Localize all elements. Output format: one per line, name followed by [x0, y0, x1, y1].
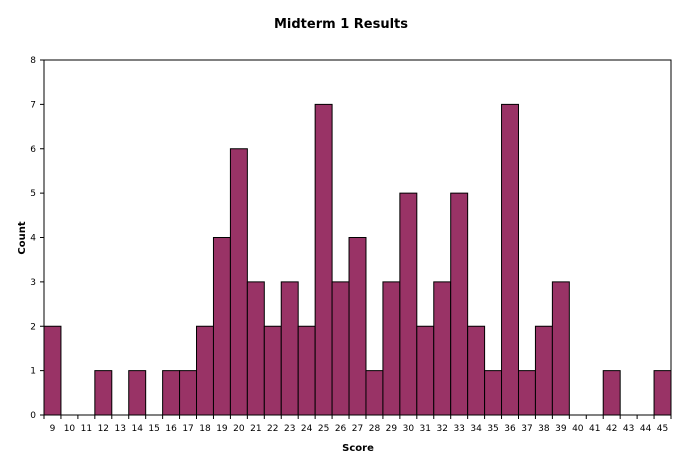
y-tick-labels: 0 1 2 3 4 5 6 7 8	[30, 56, 36, 421]
bar-12	[94, 370, 113, 416]
bar-34	[467, 325, 486, 416]
x-tick-label: 33	[453, 424, 464, 434]
axes-layer	[40, 59, 672, 419]
x-tick-label: 27	[352, 424, 363, 434]
x-tick-label: 28	[369, 424, 381, 434]
x-tick-label: 26	[335, 424, 347, 434]
x-tick-label: 16	[165, 424, 177, 434]
x-axis-label: Score	[342, 443, 374, 454]
bar-18	[196, 325, 214, 416]
x-tick-label: 24	[301, 424, 313, 434]
x-tick-label: 35	[487, 424, 498, 434]
x-tick-label: 30	[403, 424, 415, 434]
bar-28	[365, 370, 384, 416]
bar-42	[602, 370, 621, 416]
bar-39	[551, 281, 570, 416]
x-tick-label: 19	[216, 424, 228, 434]
x-tick-labels: 9 10 11 12 13 14 15 16 17 18 19 20 21 22 23 24 25 26 27 28 2…	[50, 424, 669, 434]
x-tick-label: 34	[470, 424, 482, 434]
bars-layer	[43, 103, 672, 416]
bar-36	[501, 103, 519, 416]
x-tick-label: 15	[148, 424, 159, 434]
x-tick-label: 13	[115, 424, 126, 434]
x-tick-label: 44	[640, 424, 652, 434]
x-tick-label: 39	[555, 424, 567, 434]
x-tick-label: 37	[521, 424, 532, 434]
bar-33	[450, 192, 469, 416]
bar-24	[297, 325, 316, 416]
x-tick-label: 43	[623, 424, 634, 434]
bar-9	[43, 325, 62, 416]
bar-35	[484, 370, 503, 416]
bar-17	[179, 370, 198, 416]
x-tick-label: 40	[572, 424, 584, 434]
bar-20	[229, 148, 248, 416]
x-tick-label: 20	[233, 424, 245, 434]
x-tick-label: 23	[284, 424, 295, 434]
bar-32	[433, 281, 452, 416]
x-tick-label: 10	[64, 424, 76, 434]
bar-29	[382, 281, 401, 416]
x-tick-label: 41	[589, 424, 600, 434]
x-tick-label: 38	[538, 424, 550, 434]
x-tick-label: 12	[98, 424, 109, 434]
y-tick-label: 3	[30, 278, 36, 288]
y-tick-label: 7	[30, 100, 36, 110]
x-tick-label: 31	[420, 424, 431, 434]
x-tick-label: 36	[504, 424, 516, 434]
bar-45	[653, 370, 672, 416]
y-tick-label: 2	[30, 322, 36, 332]
bar-26	[331, 281, 350, 416]
y-tick-label: 6	[30, 145, 36, 155]
x-tick-label: 45	[657, 424, 668, 434]
bar-23	[280, 281, 299, 416]
chart-title: Midterm 1 Results	[274, 17, 408, 32]
bar-27	[348, 237, 367, 416]
bar-19	[212, 237, 231, 416]
x-tick-label: 22	[267, 424, 278, 434]
x-tick-label: 9	[50, 424, 56, 434]
bar-31	[416, 325, 435, 416]
bar-38	[534, 325, 553, 416]
bar-22	[263, 325, 282, 416]
x-tick-label: 14	[131, 424, 143, 434]
y-tick-label: 1	[30, 367, 36, 377]
y-tick-label: 8	[30, 56, 36, 66]
x-tick-label: 11	[81, 424, 92, 434]
y-axis-label: Count	[17, 221, 28, 254]
bar-16	[162, 370, 181, 416]
x-tick-label: 21	[250, 424, 261, 434]
bar-14	[128, 370, 147, 416]
x-tick-label: 32	[437, 424, 448, 434]
bar-21	[246, 281, 265, 416]
y-tick-label: 5	[30, 189, 36, 199]
x-tick-label: 17	[182, 424, 193, 434]
x-tick-label: 18	[199, 424, 211, 434]
bar-30	[399, 192, 418, 416]
bar-25	[314, 103, 333, 416]
y-tick-label: 4	[30, 234, 36, 244]
x-tick-label: 25	[318, 424, 329, 434]
y-tick-label: 0	[30, 411, 36, 421]
x-tick-label: 29	[386, 424, 398, 434]
x-tick-label: 42	[606, 424, 617, 434]
bar-37	[517, 370, 536, 416]
